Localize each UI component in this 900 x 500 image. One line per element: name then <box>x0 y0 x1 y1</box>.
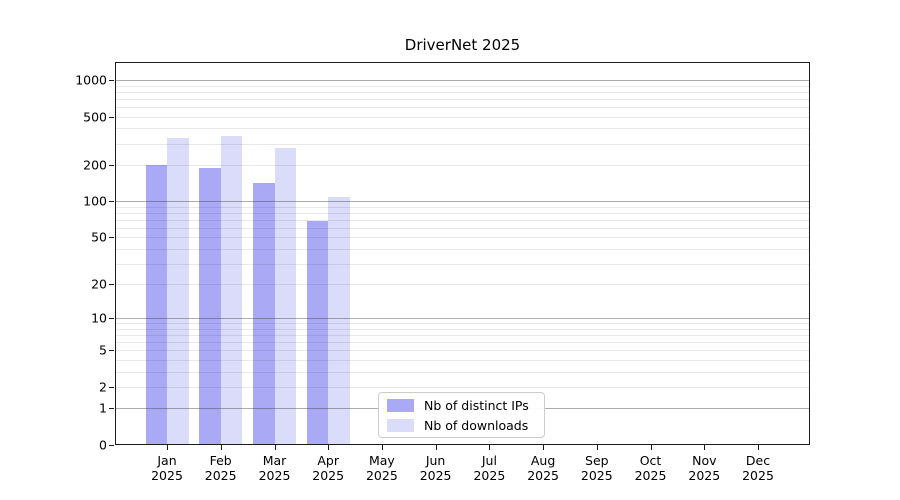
y-tick-mark <box>109 408 114 410</box>
legend-swatch-distinct-ips <box>387 398 414 412</box>
y-tick-label: 1000 <box>75 72 107 88</box>
gridline-minor <box>115 107 810 109</box>
bar-feb-series0 <box>199 167 221 445</box>
bar-apr-series0 <box>306 220 329 445</box>
legend-item-distinct-ips: Nb of distinct IPs <box>387 398 536 413</box>
y-tick-label: 100 <box>83 193 107 209</box>
y-tick-label: 20 <box>91 276 107 292</box>
x-tick-mark <box>596 445 598 450</box>
x-tick-mark <box>220 445 222 450</box>
gridline-minor <box>115 371 810 373</box>
y-tick-mark <box>109 387 114 388</box>
x-tick-label-sep: Sep 2025 <box>580 453 613 483</box>
legend-label-distinct-ips: Nb of distinct IPs <box>424 397 529 413</box>
x-tick-mark <box>381 445 383 450</box>
x-tick-label-jun: Jun 2025 <box>419 453 452 483</box>
gridline-minor <box>115 219 810 221</box>
x-tick-label-jul: Jul 2025 <box>473 453 506 483</box>
gridline-minor <box>115 360 810 361</box>
y-tick-label: 500 <box>83 109 107 125</box>
bar-apr-series1 <box>328 197 350 445</box>
x-tick-label-may: May 2025 <box>365 453 398 483</box>
x-tick-mark <box>704 445 706 450</box>
gridline-minor <box>115 164 810 166</box>
gridline-minor <box>115 387 810 388</box>
x-tick-mark <box>543 445 545 450</box>
gridline-minor <box>115 206 810 208</box>
legend-label-downloads: Nb of downloads <box>424 417 529 433</box>
gridline-major <box>115 80 810 82</box>
bar-jan-series1 <box>167 138 189 445</box>
y-tick-label: 5 <box>99 342 107 358</box>
x-tick-label-jan: Jan 2025 <box>151 453 183 483</box>
x-tick-label-nov: Nov 2025 <box>688 453 721 483</box>
gridline-minor <box>115 143 810 145</box>
gridline-minor <box>115 91 810 93</box>
gridline-minor <box>115 342 810 344</box>
x-tick-label-mar: Mar 2025 <box>258 453 291 483</box>
x-tick-mark <box>328 445 330 450</box>
gridline-minor <box>115 116 810 118</box>
bar-jan-series0 <box>145 165 167 445</box>
y-tick-label: 0 <box>99 437 107 453</box>
bar-mar-series0 <box>253 182 275 445</box>
gridline-minor <box>115 284 810 286</box>
y-tick-label: 1 <box>99 400 107 416</box>
gridline-minor <box>115 212 810 214</box>
y-tick-mark <box>109 201 114 203</box>
gridline-minor <box>115 128 810 130</box>
y-tick-label: 50 <box>91 229 107 245</box>
y-tick-mark <box>109 80 114 82</box>
gridline-minor <box>115 98 810 100</box>
y-tick-mark <box>109 318 114 320</box>
gridline-minor <box>115 263 810 265</box>
x-tick-mark <box>650 445 652 450</box>
legend-box: Nb of distinct IPs Nb of downloads <box>378 392 545 438</box>
gridline-minor <box>115 237 810 239</box>
chart-title: DriverNet 2025 <box>404 36 521 54</box>
y-tick-mark <box>109 350 114 352</box>
y-tick-mark <box>109 237 114 239</box>
x-tick-label-oct: Oct 2025 <box>634 453 667 483</box>
gridline-minor <box>115 227 810 229</box>
y-tick-mark <box>109 284 114 286</box>
y-tick-mark <box>109 445 114 446</box>
x-tick-label-apr: Apr 2025 <box>312 453 345 483</box>
gridline-minor <box>115 329 810 330</box>
gridline-minor <box>115 335 810 337</box>
bar-mar-series1 <box>274 148 296 445</box>
bar-feb-series1 <box>220 135 243 445</box>
x-tick-label-aug: Aug 2025 <box>527 453 559 483</box>
y-tick-label: 200 <box>83 157 107 173</box>
gridline-minor <box>115 350 810 352</box>
gridline-minor <box>115 323 810 325</box>
legend-item-downloads: Nb of downloads <box>387 418 536 433</box>
x-tick-mark <box>489 445 491 450</box>
legend-swatch-downloads <box>387 418 414 432</box>
gridline-major <box>115 318 810 320</box>
gridline-minor <box>115 248 810 250</box>
x-tick-label-dec: Dec 2025 <box>742 453 774 483</box>
gridline-major <box>115 201 810 203</box>
y-tick-mark <box>109 116 114 118</box>
y-tick-label: 10 <box>91 310 107 326</box>
x-tick-label-feb: Feb 2025 <box>204 453 237 483</box>
y-tick-label: 2 <box>99 379 107 395</box>
gridline-minor <box>115 85 810 87</box>
y-tick-mark <box>109 164 114 166</box>
x-tick-mark <box>274 445 276 450</box>
plot-area: 0 1 2 5 10 20 50 100 200 500 1000 Jan 2025 Feb 2025 M… <box>75 62 810 483</box>
x-tick-mark <box>167 445 168 450</box>
x-tick-mark <box>435 445 437 450</box>
x-tick-mark <box>758 445 759 450</box>
